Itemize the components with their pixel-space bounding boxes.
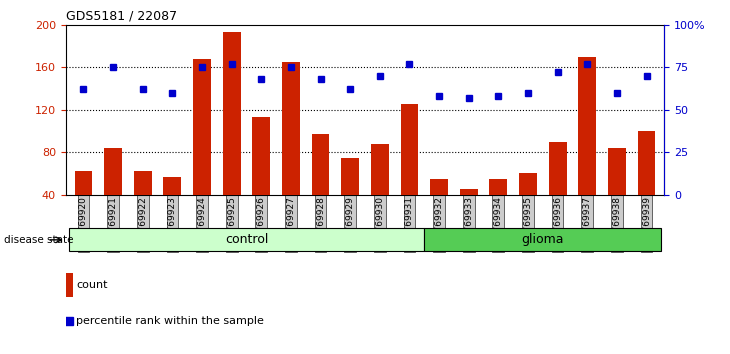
Bar [371,144,388,237]
Bar [223,32,241,237]
Bar [608,148,626,237]
Bar [164,177,181,237]
Text: percentile rank within the sample: percentile rank within the sample [77,316,264,326]
Text: control: control [225,233,268,246]
Bar [134,171,152,237]
Bar [430,179,448,237]
Bar [549,142,566,237]
Bar [104,148,122,237]
Bar [253,117,270,237]
Bar [489,179,507,237]
Bar [74,171,93,237]
Bar [460,189,477,237]
Text: glioma: glioma [521,233,564,246]
Bar [69,228,424,251]
Text: count: count [77,280,108,290]
Bar [312,134,329,237]
Bar [578,57,596,237]
Bar [401,104,418,237]
Bar [342,158,359,237]
Bar [282,62,300,237]
Text: disease state: disease state [4,235,73,245]
Bar [424,228,661,251]
Bar [637,131,656,237]
Text: GDS5181 / 22087: GDS5181 / 22087 [66,9,177,22]
Bar [519,173,537,237]
Bar [193,59,211,237]
Bar [66,273,73,297]
